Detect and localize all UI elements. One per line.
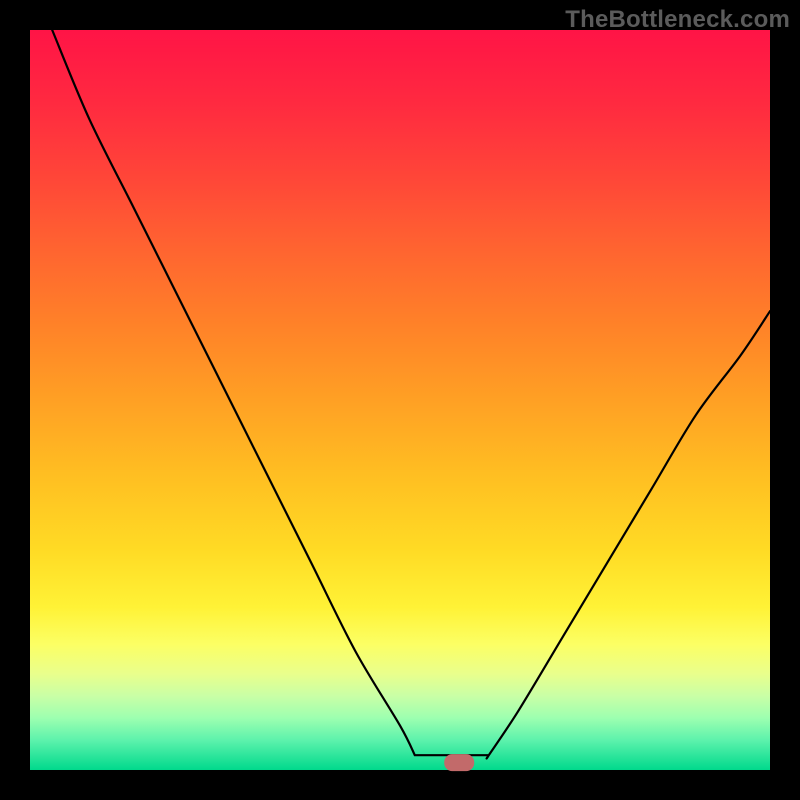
bottleneck-chart [0, 0, 800, 800]
gradient-background [30, 30, 770, 770]
chart-stage: TheBottleneck.com [0, 0, 800, 800]
watermark-text: TheBottleneck.com [565, 6, 790, 34]
minimum-marker [444, 754, 474, 771]
